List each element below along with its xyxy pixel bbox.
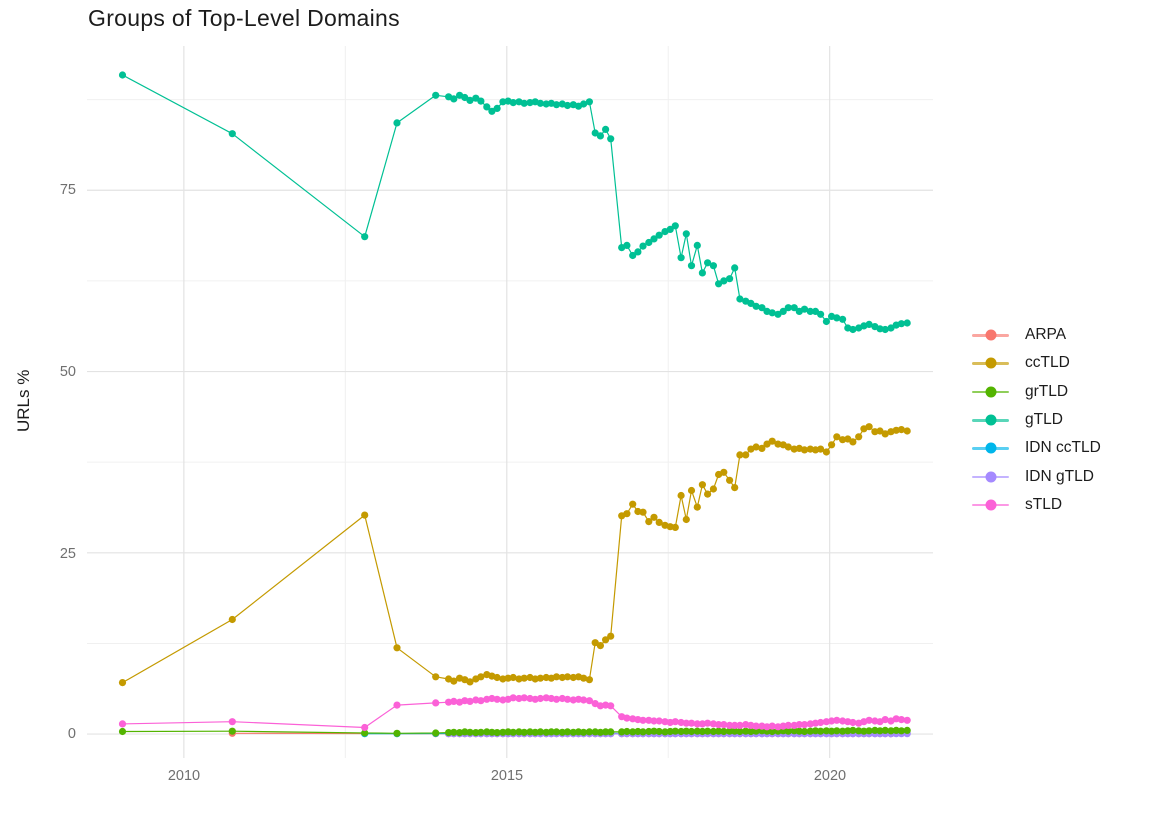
legend-key-idn-gtld — [972, 470, 1009, 483]
legend-item-idn-cctld: IDN ccTLD — [972, 434, 1101, 462]
legend-item-arpa: ARPA — [972, 321, 1101, 349]
series-gtld — [118, 71, 911, 334]
legend-dot-icon — [985, 386, 996, 398]
legend-dot-icon — [985, 329, 996, 341]
x-tick-label-2020: 2020 — [813, 768, 847, 784]
legend-label: ccTLD — [1025, 354, 1070, 372]
y-tick-label-25: 25 — [59, 546, 76, 562]
legend-key-idn-cctld — [972, 442, 1009, 455]
y-tick-label-50: 50 — [59, 364, 76, 380]
legend-dot-icon — [985, 442, 996, 454]
legend-label: grTLD — [1025, 382, 1069, 400]
legend-dot-icon — [985, 499, 996, 511]
legend-item-grtld: grTLD — [972, 378, 1101, 406]
legend: ARPA ccTLD grTLD gTLD IDN ccTLD IDN gTLD… — [972, 321, 1101, 519]
y-axis-title: URLs % — [14, 369, 33, 432]
y-tick-label-75: 75 — [59, 182, 76, 198]
legend-item-stld: sTLD — [972, 491, 1101, 519]
series-stld — [118, 694, 911, 732]
x-tick-label-2015: 2015 — [490, 768, 524, 784]
legend-label: gTLD — [1025, 411, 1063, 429]
series-cctld — [118, 423, 911, 687]
legend-key-grtld — [972, 385, 1009, 398]
legend-label: IDN gTLD — [1025, 467, 1094, 485]
legend-key-gtld — [972, 414, 1009, 427]
legend-item-idn-gtld: IDN gTLD — [972, 462, 1101, 490]
legend-dot-icon — [985, 357, 996, 369]
chart-title: Groups of Top-Level Domains — [88, 5, 400, 31]
legend-label: IDN ccTLD — [1025, 439, 1101, 457]
legend-dot-icon — [985, 471, 996, 483]
y-tick-label-0: 0 — [67, 726, 76, 742]
legend-dot-icon — [985, 414, 996, 426]
legend-item-gtld: gTLD — [972, 406, 1101, 434]
gridlines — [87, 46, 933, 758]
legend-label: sTLD — [1025, 495, 1063, 513]
legend-key-cctld — [972, 357, 1009, 370]
legend-label: ARPA — [1025, 326, 1067, 344]
legend-key-stld — [972, 498, 1009, 511]
legend-item-cctld: ccTLD — [972, 349, 1101, 377]
legend-key-arpa — [972, 329, 1009, 342]
x-tick-label-2010: 2010 — [167, 768, 201, 784]
